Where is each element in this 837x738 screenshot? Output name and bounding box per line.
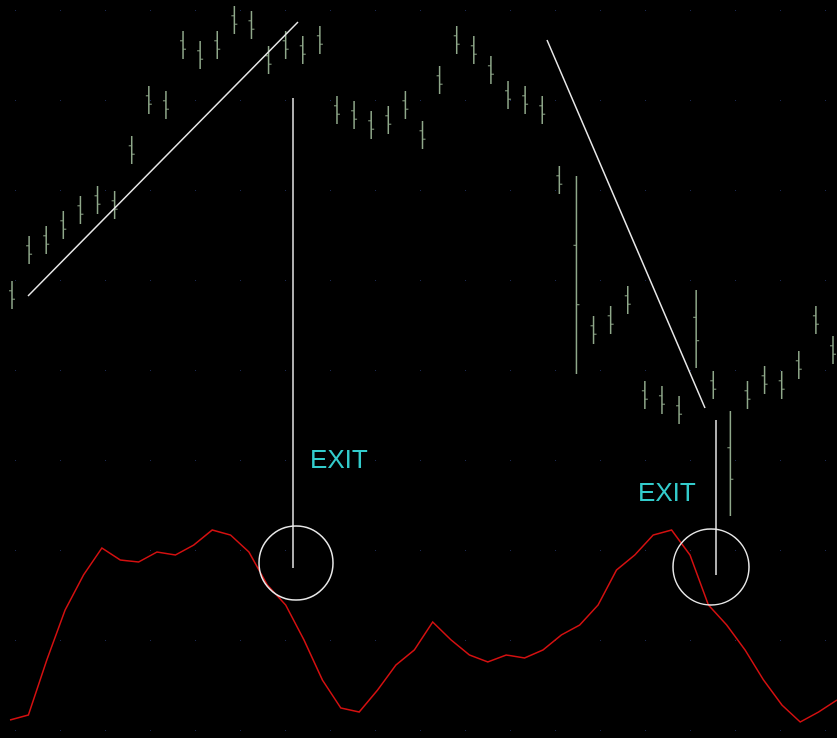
annotations (27, 21, 750, 606)
exit-circle (258, 525, 334, 601)
trend-line (27, 21, 299, 297)
exit-circle (672, 528, 750, 606)
plot-area (9, 6, 837, 723)
trend-line (546, 39, 706, 409)
annotation: EXIT (638, 477, 696, 507)
indicator-line (9, 529, 837, 723)
annotation: EXIT (310, 444, 368, 474)
